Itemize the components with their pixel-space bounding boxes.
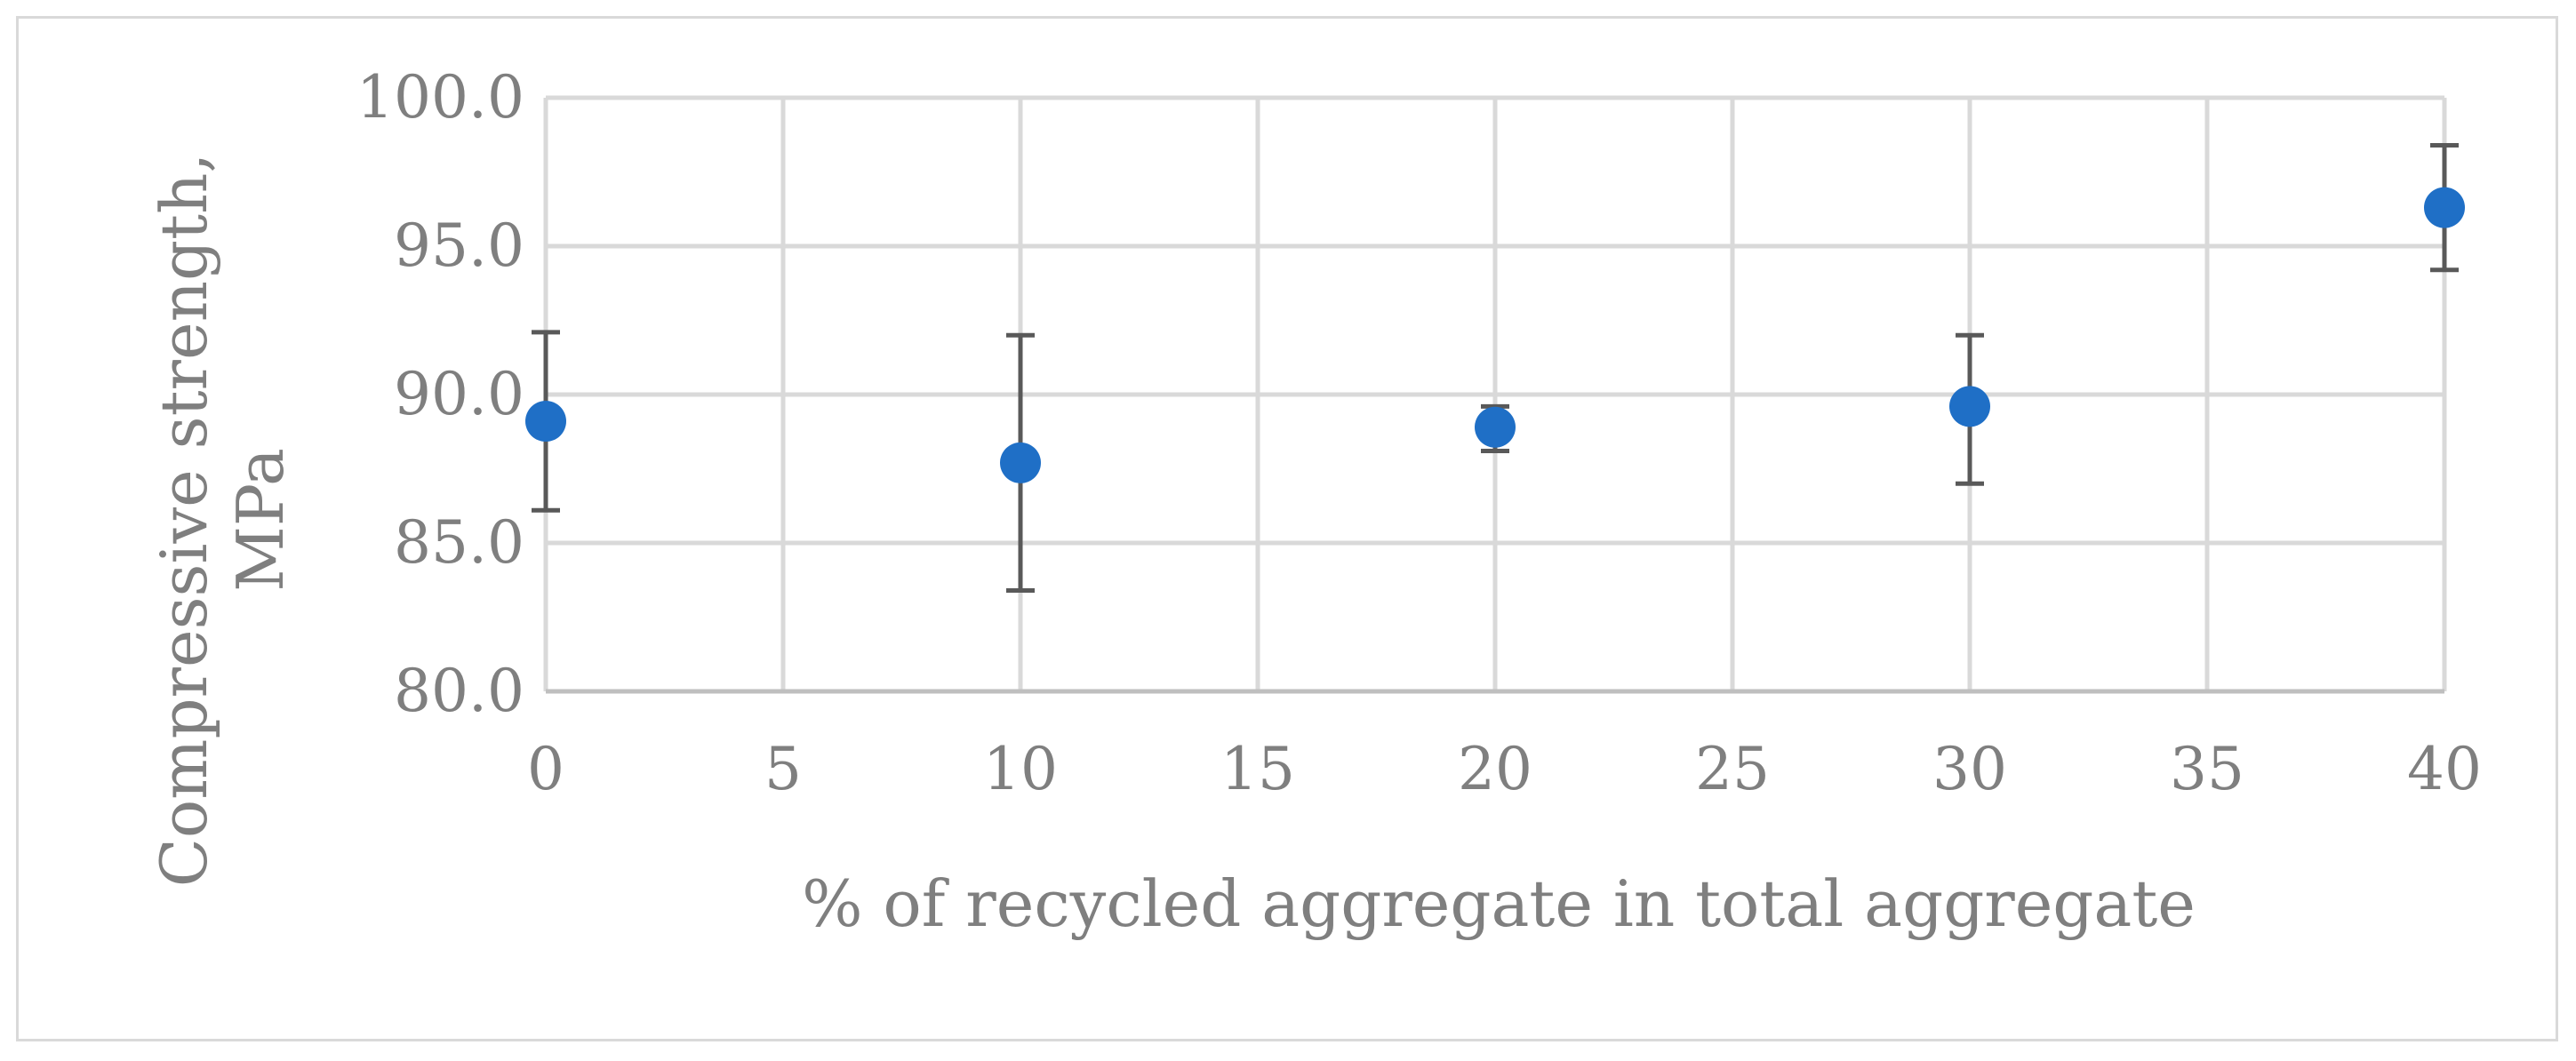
x-tick-label: 0: [527, 735, 564, 803]
y-axis-title-line-2: MPa: [223, 448, 298, 592]
data-point: [1475, 406, 1516, 448]
data-point: [1000, 442, 1041, 483]
x-tick-label: 20: [1458, 735, 1532, 803]
x-tick-label: 35: [2170, 735, 2244, 803]
y-tick-label: 80.0: [394, 657, 524, 725]
x-tick-label: 25: [1695, 735, 1770, 803]
y-tick-label: 90.0: [394, 360, 524, 428]
x-tick-labels: 0 5 10 15 20 25 30 35 40: [527, 735, 2482, 803]
data-point: [1949, 386, 1990, 427]
x-tick-label: 15: [1220, 735, 1295, 803]
x-axis-title: % of recycled aggregate in total aggrega…: [802, 866, 2196, 941]
data-point: [2424, 187, 2465, 228]
y-tick-label: 85.0: [394, 508, 524, 577]
data-points: [525, 187, 2465, 483]
data-point: [525, 401, 566, 443]
grid-lines: [543, 95, 2447, 691]
chart-frame: [16, 16, 2558, 1041]
x-tick-label: 5: [764, 735, 802, 803]
x-tick-label: 10: [983, 735, 1058, 803]
x-tick-label: 40: [2407, 735, 2482, 803]
x-tick-label: 30: [1932, 735, 2007, 803]
y-tick-labels: 80.0 85.0 90.0 95.0 100.0: [356, 63, 524, 725]
y-tick-label: 100.0: [356, 63, 524, 132]
y-axis-title-line-1: Compressive strength,: [147, 153, 221, 888]
y-axis-title: Compressive strength, MPa: [147, 153, 298, 888]
y-tick-label: 95.0: [394, 211, 524, 280]
